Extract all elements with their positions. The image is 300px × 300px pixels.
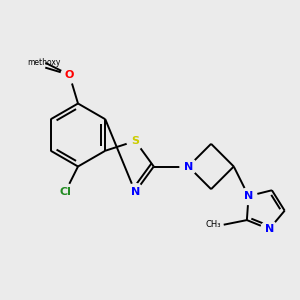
Circle shape xyxy=(57,184,74,200)
Text: CH₃: CH₃ xyxy=(205,220,221,229)
Text: N: N xyxy=(244,191,253,201)
Text: S: S xyxy=(131,136,139,146)
Text: N: N xyxy=(184,161,193,172)
Circle shape xyxy=(127,184,144,200)
Circle shape xyxy=(180,158,197,175)
Circle shape xyxy=(127,133,144,149)
Text: Cl: Cl xyxy=(59,187,71,197)
Text: N: N xyxy=(130,187,140,197)
Circle shape xyxy=(261,221,278,238)
Circle shape xyxy=(240,188,257,205)
Circle shape xyxy=(61,66,78,83)
Text: O: O xyxy=(65,70,74,80)
Text: methoxy: methoxy xyxy=(27,58,61,68)
Text: N: N xyxy=(265,224,274,234)
